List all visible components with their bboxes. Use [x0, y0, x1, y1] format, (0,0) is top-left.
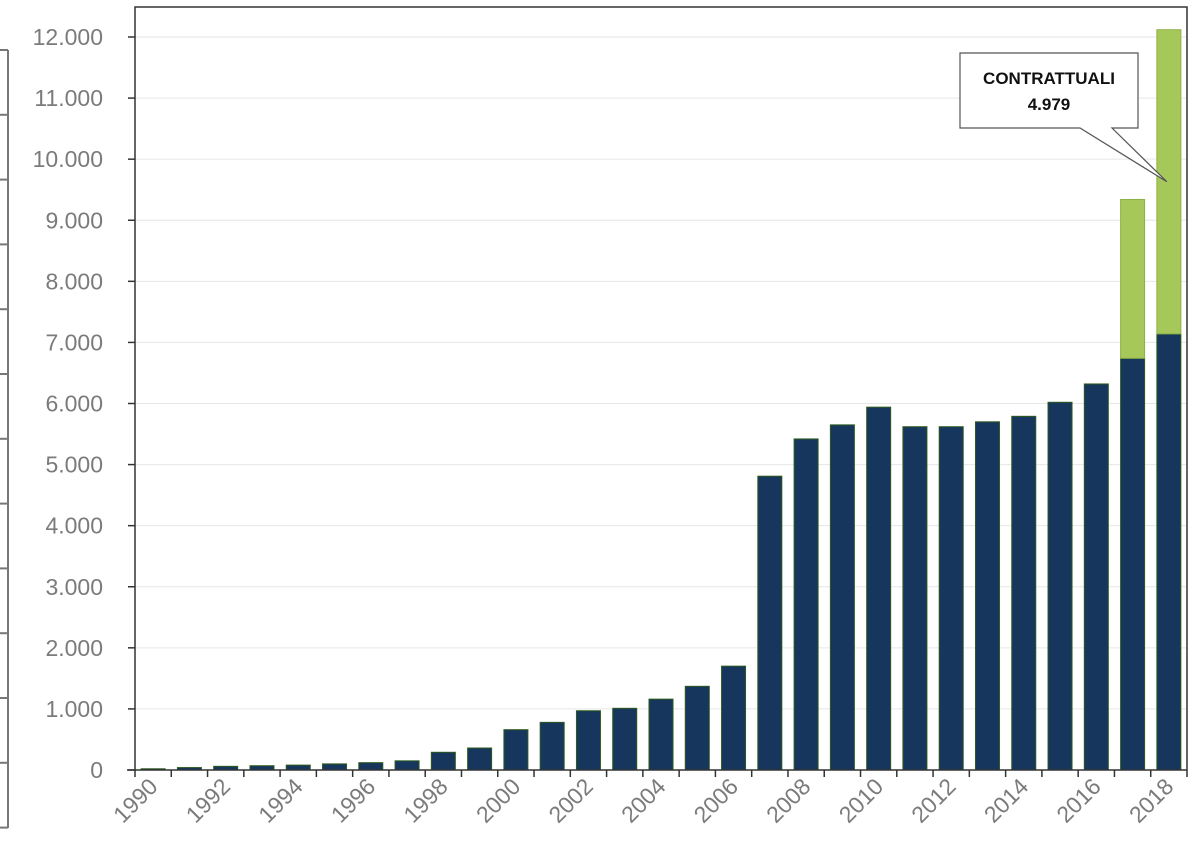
bar-2000-s1: [503, 729, 529, 771]
x-tick-label: 2004: [616, 773, 671, 828]
x-tick-label: 1992: [181, 773, 236, 828]
x-axis-labels: 1990 1992 1994 1996 1998 2000 2002 2004 2006 2008…: [108, 773, 1178, 828]
y-tick-label: 1.000: [45, 696, 103, 722]
bar-2010-s1: [866, 406, 892, 771]
bar-1997-s1: [394, 760, 420, 771]
x-tick-label: 2006: [689, 773, 744, 828]
x-tick-label: 2012: [906, 773, 961, 828]
x-tick-label: 2008: [761, 773, 816, 828]
bar-2009-s1: [829, 424, 855, 771]
x-tick-label: 1990: [108, 773, 163, 828]
x-tick-label: 2014: [979, 773, 1034, 828]
bar-2012-s1: [938, 426, 964, 771]
y-tick-label: 12.000: [33, 24, 103, 50]
callout-box: [959, 52, 1168, 183]
x-tick-label: 1998: [398, 773, 453, 828]
y-tick-label: 4.000: [45, 513, 103, 539]
x-tick-label: 2018: [1124, 773, 1179, 828]
callout-label: CONTRATTUALI: [983, 69, 1115, 88]
y-tick-label: 6.000: [45, 391, 103, 417]
bar-2013-s1: [974, 421, 1000, 771]
bar-2015-s1: [1047, 401, 1073, 771]
y-tick-label: 2.000: [45, 635, 103, 661]
y-axis-labels: 0 1.000 2.000 3.000 4.000 5.000 6.000 7.000 8.00…: [33, 24, 103, 783]
bars: [140, 29, 1182, 771]
gridlines: [135, 36, 1187, 710]
axes: [127, 36, 1188, 777]
bar-2008-s1: [793, 438, 819, 771]
y-tick-label: 11.000: [34, 85, 103, 111]
x-tick-label: 2016: [1051, 773, 1106, 828]
bar-1999-s1: [467, 747, 493, 771]
bar-1996-s1: [358, 762, 384, 771]
callout-value: 4.979: [1028, 95, 1071, 114]
y-tick-label: 0: [90, 757, 103, 783]
x-tick-label: 1996: [326, 773, 381, 828]
y-tick-label: 7.000: [45, 329, 103, 355]
bar-2017-s1: [1120, 357, 1146, 771]
bar-2018-s2: [1156, 29, 1182, 335]
bar-2014-s1: [1011, 415, 1037, 771]
bar-1995-s1: [322, 763, 348, 771]
bar-2011-s1: [902, 426, 928, 771]
x-tick-label: 2002: [543, 773, 598, 828]
annotation-callout: CONTRATTUALI 4.979: [959, 52, 1168, 183]
bar-2003-s1: [612, 707, 638, 771]
y-tick-label: 10.000: [33, 146, 103, 172]
bar-1998-s1: [430, 751, 456, 771]
x-tick-label: 1994: [253, 773, 308, 828]
left-frame: [0, 49, 9, 829]
x-tick-label: 2000: [471, 773, 526, 828]
y-tick-label: 3.000: [45, 574, 103, 600]
bar-2007-s1: [757, 475, 783, 771]
bar-2002-s1: [575, 710, 601, 771]
bar-2004-s1: [648, 698, 674, 771]
bar-2005-s1: [684, 685, 710, 771]
plot-border: [134, 6, 1188, 770]
y-tick-label: 8.000: [45, 268, 103, 294]
plot-frame: [134, 6, 1188, 770]
bar-2006-s1: [721, 665, 747, 771]
bar-2016-s1: [1083, 383, 1109, 771]
x-tick-label: 2010: [834, 773, 889, 828]
y-tick-label: 5.000: [45, 452, 103, 478]
bar-2001-s1: [539, 721, 565, 771]
bar-2018-s1: [1156, 333, 1182, 771]
y-tick-label: 9.000: [45, 207, 103, 233]
bar-2017-s2: [1120, 198, 1146, 359]
